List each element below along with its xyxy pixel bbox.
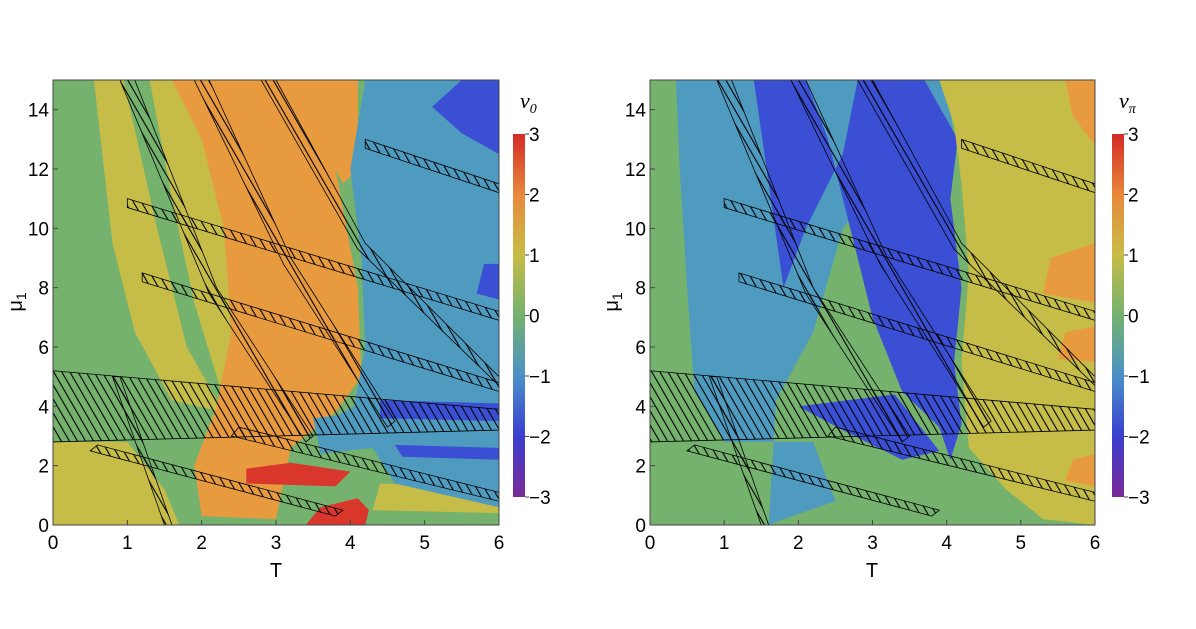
y-tick-label: 10 — [625, 219, 646, 240]
x-tick-label: 0 — [645, 533, 656, 554]
colorbar-label-v0: v0 — [520, 88, 537, 117]
region-value--2-13 — [476, 263, 499, 300]
colorbar-tick-label: 0 — [1128, 307, 1139, 328]
colorbar-tick-label: 1 — [1128, 246, 1139, 267]
y-tick-label: 12 — [28, 160, 49, 181]
x-tick-label: 6 — [1090, 533, 1101, 554]
region-value--2-12 — [432, 80, 499, 155]
y-axis-ticks-v0: 0 2 4 6 8 10 12 14 — [28, 101, 58, 537]
region-value--2-3 — [753, 80, 962, 460]
x-tick-label: 4 — [941, 533, 952, 554]
colorbar-tick-label: 0 — [529, 307, 540, 328]
y-tick-label: 2 — [635, 457, 646, 478]
hatched-band-6 — [89, 444, 344, 517]
colorbar-tick-label: 2 — [529, 186, 540, 207]
hatched-bands-vpi — [650, 80, 1095, 525]
colorbar-tick-label: 3 — [1128, 125, 1139, 146]
hatched-band-2 — [790, 80, 992, 428]
hatched-band-2 — [193, 80, 396, 428]
x-tick-label: 1 — [719, 533, 730, 554]
x-tick-label: 5 — [1016, 533, 1027, 554]
x-axis-label-vpi: T — [866, 560, 878, 582]
y-tick-label: 6 — [635, 338, 646, 359]
x-tick-label: 6 — [494, 533, 505, 554]
heatmap-area-v0 — [53, 80, 499, 525]
hatched-band-4 — [723, 198, 1095, 321]
hatched-band-8 — [961, 138, 1095, 194]
hatched-band-4 — [126, 198, 499, 321]
y-tick-label: 6 — [38, 338, 49, 359]
colorbar-ticks-vpi: 3 2 1 0 −1 −2 −3 — [1124, 125, 1150, 509]
x-tick-label: 3 — [867, 533, 878, 554]
hatched-band-5 — [141, 272, 499, 392]
y-tick-label: 10 — [28, 219, 49, 240]
y-axis-ticks-vpi: 0 2 4 6 8 10 12 14 — [625, 101, 655, 537]
x-axis-label-v0: T — [270, 560, 282, 582]
y-tick-label: 8 — [635, 279, 646, 300]
hatched-band-7 — [230, 426, 499, 502]
region-value-2-6 — [1065, 80, 1095, 146]
region-value-3-9 — [246, 462, 351, 487]
x-tick-label: 2 — [793, 533, 804, 554]
colorbar-tick-label: −2 — [1128, 428, 1150, 449]
hatched-band-6 — [686, 444, 941, 517]
hatched-band-8 — [364, 138, 499, 194]
x-tick-label: 4 — [345, 533, 356, 554]
colorbar-tick-label: −3 — [529, 488, 551, 509]
x-tick-label: 0 — [48, 533, 59, 554]
hatched-band-7 — [827, 426, 1095, 502]
x-tick-label: 2 — [196, 533, 207, 554]
y-tick-label: 2 — [38, 457, 49, 478]
hatched-band-3 — [260, 80, 499, 387]
hatched-band-9 — [111, 376, 173, 525]
colorbar-tick-label: 2 — [1128, 186, 1139, 207]
region-value-2-7 — [1043, 243, 1095, 303]
x-axis-ticks-vpi: 0 1 2 3 4 5 6 — [645, 520, 1101, 554]
y-tick-label: 12 — [625, 160, 646, 181]
x-tick-label: 5 — [419, 533, 430, 554]
region-value-2-9 — [1065, 453, 1095, 487]
region-value-2-7 — [298, 80, 358, 184]
x-axis-ticks-v0: 0 1 2 3 4 5 6 — [48, 520, 505, 554]
colorbar-tick-label: 3 — [529, 125, 540, 146]
colorbar-v0 — [513, 134, 525, 497]
colorbar-ticks-v0: 3 2 1 0 −1 −2 −3 — [525, 125, 551, 509]
colorbar-label-vpi: vπ — [1119, 88, 1137, 117]
y-tick-label: 0 — [38, 516, 49, 537]
colorbar-tick-label: 1 — [529, 246, 540, 267]
hatched-band-5 — [738, 272, 1095, 392]
hatched-band-3 — [857, 80, 1095, 387]
x-tick-label: 3 — [271, 533, 282, 554]
y-tick-label: 4 — [635, 397, 646, 418]
hatched-bands-v0 — [53, 80, 499, 525]
y-tick-label: 4 — [38, 397, 49, 418]
y-axis-label-vpi: μ1 — [601, 292, 625, 312]
hatched-band-9 — [708, 376, 770, 525]
region-value-1-1 — [53, 441, 180, 525]
colorbar-vpi — [1112, 134, 1124, 497]
colorbar-tick-label: −1 — [529, 367, 551, 388]
y-tick-label: 8 — [38, 279, 49, 300]
colorbar-tick-label: −2 — [529, 428, 551, 449]
heatmap-area-vpi — [650, 80, 1095, 525]
y-tick-label: 0 — [635, 516, 646, 537]
y-tick-label: 14 — [625, 101, 647, 122]
region-value-1-2 — [93, 80, 224, 413]
colorbar-tick-label: −1 — [1128, 367, 1150, 388]
y-axis-label-v0: μ1 — [5, 292, 29, 312]
colorbar-tick-label: −3 — [1128, 488, 1150, 509]
region-value--2-15 — [394, 444, 499, 460]
x-tick-label: 1 — [122, 533, 133, 554]
y-tick-label: 14 — [28, 101, 50, 122]
